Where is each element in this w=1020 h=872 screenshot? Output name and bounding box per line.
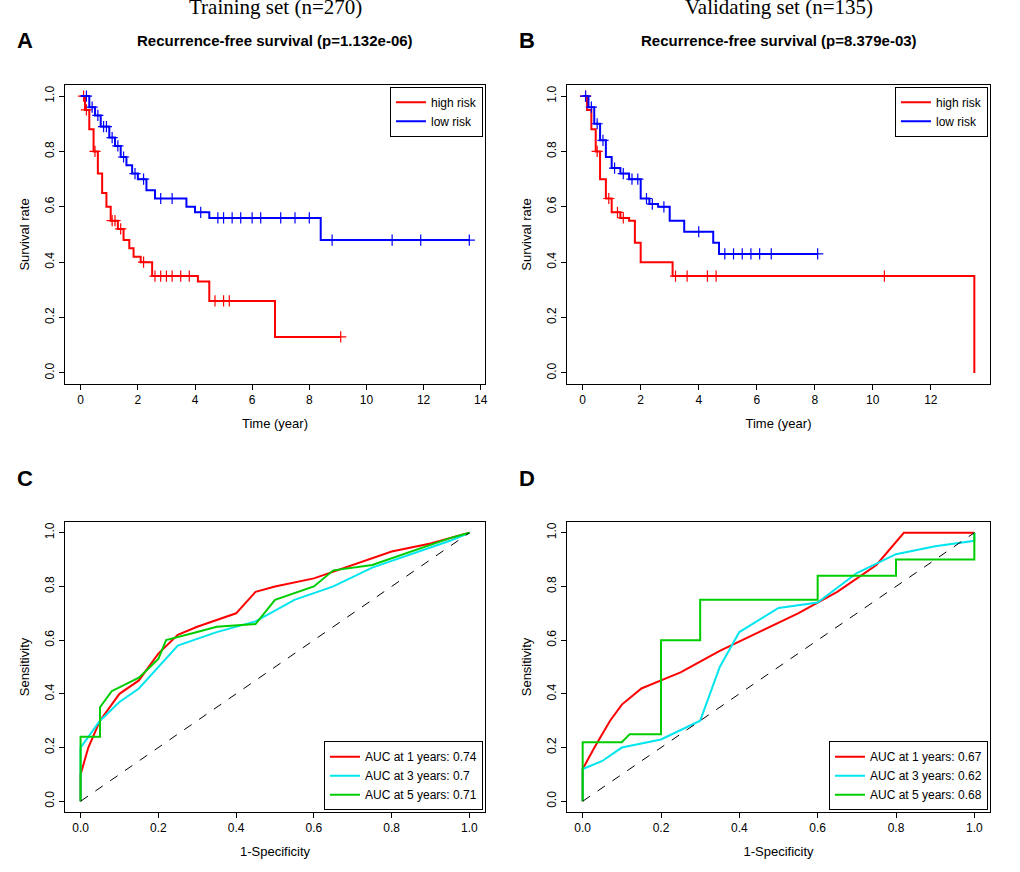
svg-text:6: 6: [249, 393, 256, 407]
svg-text:8: 8: [811, 393, 818, 407]
svg-text:0.8: 0.8: [888, 821, 905, 835]
svg-text:Time (year): Time (year): [242, 416, 308, 431]
svg-text:1.0: 1.0: [43, 522, 57, 539]
svg-text:A: A: [17, 28, 33, 53]
svg-text:high risk: high risk: [431, 96, 477, 110]
svg-text:0.4: 0.4: [731, 821, 748, 835]
svg-text:Sensitivity: Sensitivity: [17, 637, 32, 696]
svg-text:low risk: low risk: [936, 115, 977, 129]
svg-text:0.8: 0.8: [545, 141, 559, 158]
svg-text:Validating set (n=135): Validating set (n=135): [685, 0, 873, 19]
svg-text:0.8: 0.8: [43, 576, 57, 593]
svg-text:8: 8: [306, 393, 313, 407]
svg-text:C: C: [17, 466, 33, 491]
svg-text:1.0: 1.0: [545, 86, 559, 103]
svg-text:Recurrence-free survival (p=8.: Recurrence-free survival (p=8.379e-03): [641, 32, 917, 49]
svg-text:4: 4: [695, 393, 702, 407]
svg-text:0.0: 0.0: [545, 791, 559, 808]
svg-text:0.2: 0.2: [545, 307, 559, 324]
svg-text:0.6: 0.6: [306, 821, 323, 835]
svg-text:Sensitivity: Sensitivity: [519, 637, 534, 696]
svg-text:12: 12: [417, 393, 431, 407]
svg-text:Survival rate: Survival rate: [519, 198, 534, 270]
svg-text:B: B: [519, 28, 535, 53]
svg-text:AUC at 3 years: 0.62: AUC at 3 years: 0.62: [870, 769, 982, 783]
svg-text:10: 10: [866, 393, 880, 407]
svg-text:2: 2: [135, 393, 142, 407]
svg-text:0.8: 0.8: [43, 141, 57, 158]
svg-text:1.0: 1.0: [461, 821, 478, 835]
svg-text:0.0: 0.0: [43, 791, 57, 808]
svg-text:0.6: 0.6: [545, 196, 559, 213]
svg-text:0.6: 0.6: [43, 196, 57, 213]
svg-text:2: 2: [637, 393, 644, 407]
svg-text:Recurrence-free survival (p=1.: Recurrence-free survival (p=1.132e-06): [137, 32, 413, 49]
svg-text:Training set (n=270): Training set (n=270): [189, 0, 362, 19]
svg-text:0.2: 0.2: [545, 737, 559, 754]
svg-text:0.0: 0.0: [545, 362, 559, 379]
svg-text:1.0: 1.0: [966, 821, 983, 835]
svg-text:AUC at 5 years: 0.68: AUC at 5 years: 0.68: [870, 788, 982, 802]
svg-text:0.2: 0.2: [43, 307, 57, 324]
svg-text:Survival rate: Survival rate: [17, 198, 32, 270]
svg-text:0.4: 0.4: [545, 683, 559, 700]
svg-text:4: 4: [192, 393, 199, 407]
svg-text:low risk: low risk: [431, 115, 472, 129]
svg-text:high risk: high risk: [936, 96, 982, 110]
svg-text:0.8: 0.8: [383, 821, 400, 835]
svg-text:0.2: 0.2: [43, 737, 57, 754]
svg-text:AUC at 1 years: 0.67: AUC at 1 years: 0.67: [870, 750, 982, 764]
svg-text:0.2: 0.2: [150, 821, 167, 835]
svg-text:AUC at 5 years: 0.71: AUC at 5 years: 0.71: [365, 788, 477, 802]
svg-text:0.6: 0.6: [809, 821, 826, 835]
svg-text:AUC at 1 years: 0.74: AUC at 1 years: 0.74: [365, 750, 477, 764]
svg-text:0.0: 0.0: [72, 821, 89, 835]
svg-text:0.2: 0.2: [653, 821, 670, 835]
svg-text:0: 0: [77, 393, 84, 407]
svg-text:0.0: 0.0: [574, 821, 591, 835]
svg-text:1-Specificity: 1-Specificity: [743, 844, 814, 859]
svg-text:0.6: 0.6: [545, 630, 559, 647]
svg-text:10: 10: [360, 393, 374, 407]
svg-text:0: 0: [579, 393, 586, 407]
svg-text:1.0: 1.0: [545, 522, 559, 539]
svg-text:Time (year): Time (year): [746, 416, 812, 431]
svg-text:0.0: 0.0: [43, 362, 57, 379]
svg-text:1.0: 1.0: [43, 86, 57, 103]
svg-text:0.4: 0.4: [43, 683, 57, 700]
svg-text:0.8: 0.8: [545, 576, 559, 593]
svg-text:14: 14: [474, 393, 488, 407]
svg-text:6: 6: [753, 393, 760, 407]
svg-text:1-Specificity: 1-Specificity: [240, 844, 311, 859]
svg-text:0.4: 0.4: [43, 252, 57, 269]
svg-text:D: D: [519, 466, 535, 491]
svg-text:0.4: 0.4: [545, 252, 559, 269]
svg-text:AUC at 3 years: 0.7: AUC at 3 years: 0.7: [365, 769, 470, 783]
svg-text:0.6: 0.6: [43, 630, 57, 647]
svg-text:12: 12: [924, 393, 938, 407]
svg-text:0.4: 0.4: [228, 821, 245, 835]
